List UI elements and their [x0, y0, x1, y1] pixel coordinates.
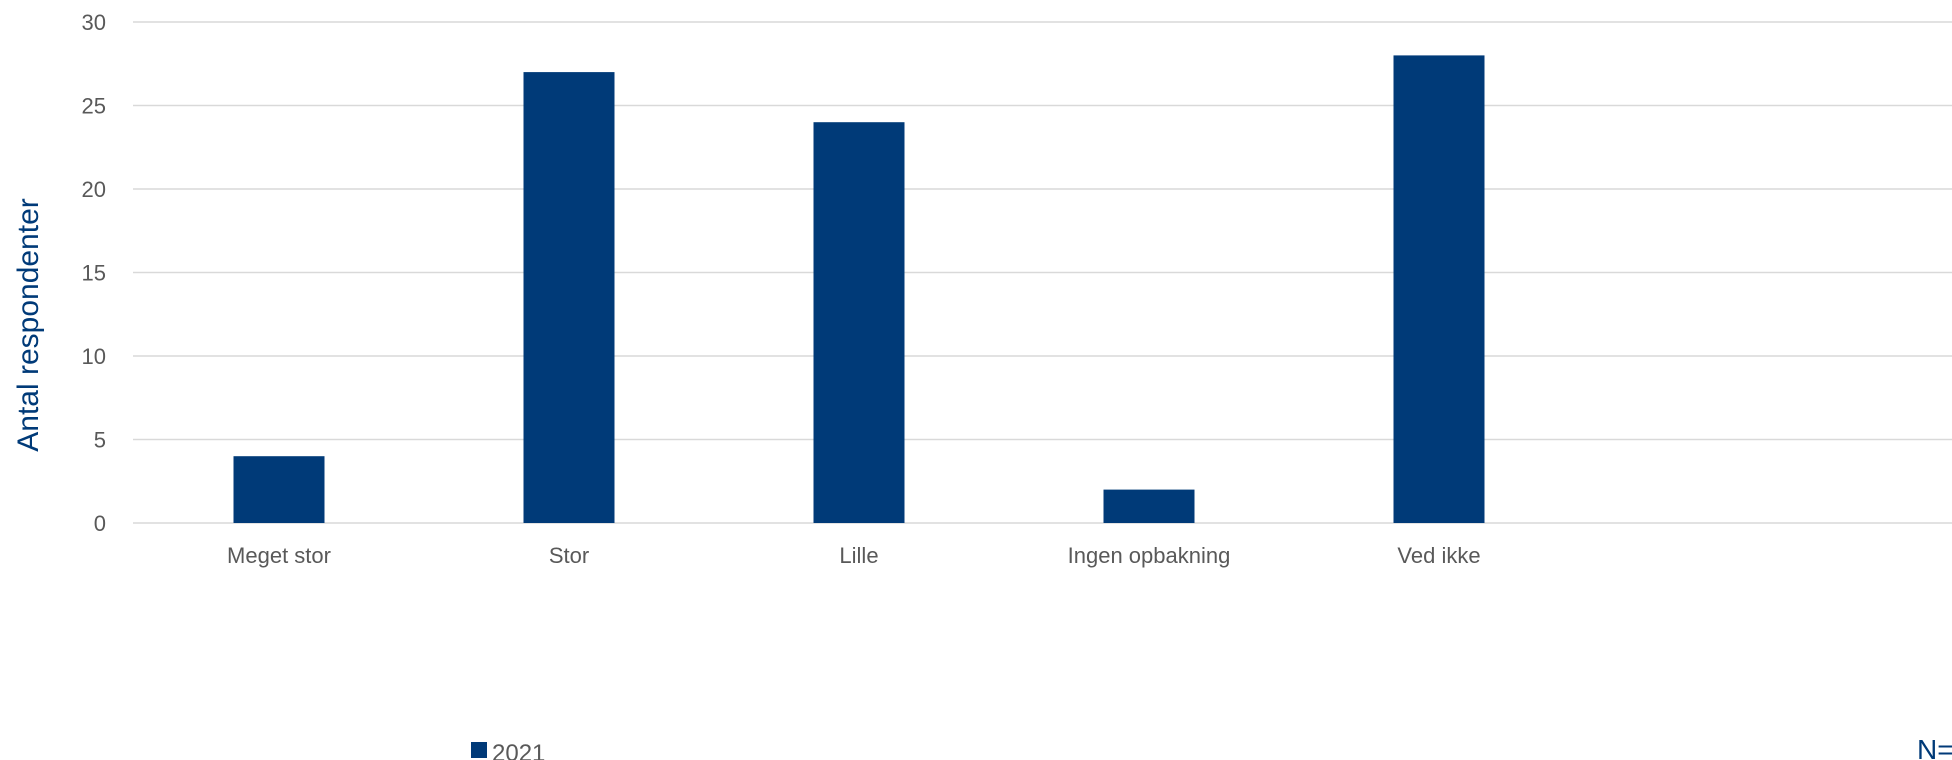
legend: 2021 — [471, 740, 545, 760]
y-tick-label: 20 — [82, 177, 106, 202]
bar — [813, 122, 905, 523]
bar — [523, 72, 615, 523]
x-tick-label: Ingen opbakning — [1068, 543, 1231, 568]
bar — [233, 456, 325, 523]
y-tick-label: 25 — [82, 94, 106, 119]
bar — [1103, 489, 1195, 523]
y-tick-label: 15 — [82, 261, 106, 286]
x-tick-labels: Meget stor Stor Lille Ingen opbakning Ved ik… — [227, 543, 1481, 568]
y-tick-label: 10 — [82, 344, 106, 369]
sample-size-note: N= — [1917, 734, 1952, 760]
legend-label: 2021 — [492, 740, 545, 760]
x-tick-label: Lille — [839, 543, 878, 568]
y-tick-labels: 0 5 10 15 20 25 30 — [82, 10, 106, 536]
y-axis-label: Antal respondenter — [12, 198, 45, 452]
legend-swatch — [471, 742, 487, 758]
x-tick-label: Meget stor — [227, 543, 331, 568]
x-tick-label: Ved ikke — [1397, 543, 1480, 568]
y-tick-label: 30 — [82, 10, 106, 35]
x-tick-label: Stor — [549, 543, 589, 568]
y-tick-label: 5 — [94, 428, 106, 453]
y-tick-label: 0 — [94, 511, 106, 536]
bars — [233, 55, 1485, 524]
bar — [1393, 55, 1485, 524]
gridlines — [133, 21, 1952, 524]
